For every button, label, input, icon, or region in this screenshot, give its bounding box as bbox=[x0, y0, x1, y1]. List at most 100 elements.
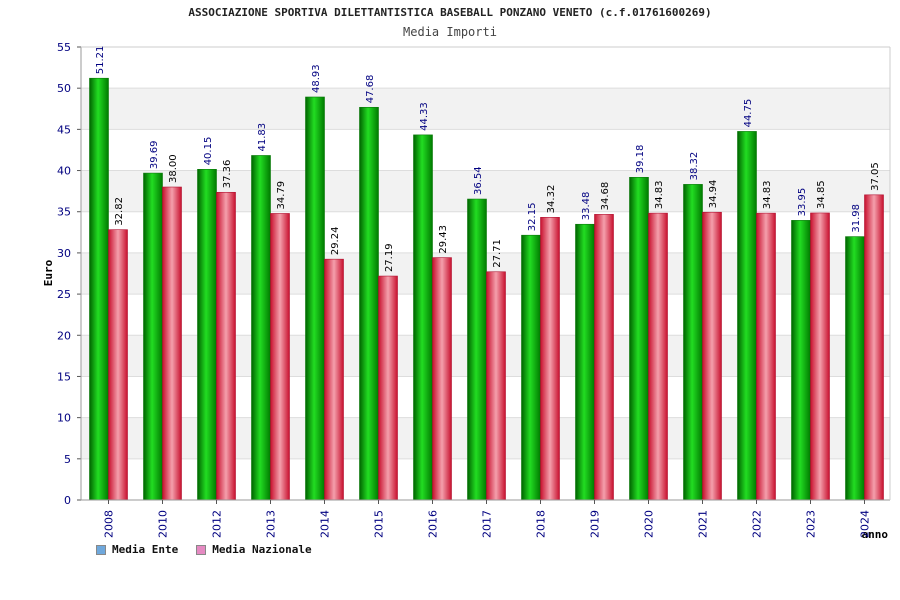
y-tick-label: 0 bbox=[64, 494, 71, 507]
x-tick-label: 2016 bbox=[427, 510, 440, 538]
y-tick-label: 25 bbox=[57, 288, 71, 301]
x-tick-label: 2012 bbox=[211, 510, 224, 538]
value-label-media-nazionale: 29.43 bbox=[438, 225, 449, 254]
x-tick-label: 2024 bbox=[859, 510, 872, 538]
bar-media-ente bbox=[629, 176, 649, 501]
value-label-media-nazionale: 34.32 bbox=[546, 185, 557, 214]
bar-media-nazionale bbox=[540, 217, 560, 501]
value-label-media-ente: 44.33 bbox=[419, 102, 430, 131]
legend: Media Ente Media Nazionale bbox=[96, 543, 312, 556]
bar-media-nazionale bbox=[702, 211, 722, 501]
y-tick-label: 35 bbox=[57, 206, 71, 219]
bar-media-nazionale bbox=[756, 212, 776, 501]
value-label-media-ente: 48.93 bbox=[311, 64, 322, 93]
bar-media-nazionale bbox=[486, 271, 506, 501]
value-label-media-ente: 36.54 bbox=[473, 166, 484, 195]
x-tick-label: 2021 bbox=[697, 510, 710, 538]
bar-media-nazionale bbox=[216, 191, 236, 501]
value-label-media-ente: 31.98 bbox=[851, 204, 862, 233]
bar-media-ente bbox=[143, 172, 163, 501]
y-axis-label: Euro bbox=[42, 259, 55, 286]
legend-label-ente: Media Ente bbox=[112, 543, 179, 556]
legend-item-nazionale: Media Nazionale bbox=[196, 543, 312, 556]
x-tick-label: 2010 bbox=[157, 510, 170, 538]
x-tick-label: 2015 bbox=[373, 510, 386, 538]
y-tick-label: 50 bbox=[57, 82, 71, 95]
bar-media-nazionale bbox=[594, 214, 614, 501]
y-tick-label: 20 bbox=[57, 329, 71, 342]
x-tick-label: 2014 bbox=[319, 510, 332, 538]
value-label-media-ente: 39.69 bbox=[149, 140, 160, 169]
grid-band bbox=[81, 47, 890, 89]
y-tick-label: 45 bbox=[57, 123, 71, 136]
y-tick-label: 40 bbox=[57, 165, 71, 178]
value-label-media-nazionale: 34.68 bbox=[600, 182, 611, 211]
x-tick-label: 2017 bbox=[481, 510, 494, 538]
value-label-media-nazionale: 34.85 bbox=[816, 180, 827, 209]
bar-media-ente bbox=[359, 106, 379, 501]
legend-item-ente: Media Ente bbox=[96, 543, 178, 556]
x-tick-label: 2023 bbox=[805, 510, 818, 538]
chart-subtitle: Media Importi bbox=[403, 25, 497, 39]
bar-media-nazionale bbox=[108, 229, 128, 501]
bar-media-nazionale bbox=[864, 194, 884, 501]
bar-media-ente bbox=[683, 184, 703, 501]
value-label-media-nazionale: 27.19 bbox=[384, 243, 395, 272]
bar-media-nazionale bbox=[378, 275, 398, 501]
bar-media-nazionale bbox=[324, 258, 344, 501]
bar-media-ente bbox=[305, 96, 325, 501]
bar-media-ente bbox=[845, 236, 865, 501]
value-label-media-ente: 32.15 bbox=[527, 203, 538, 232]
value-label-media-nazionale: 34.83 bbox=[654, 180, 665, 209]
chart-title: ASSOCIAZIONE SPORTIVA DILETTANTISTICA BA… bbox=[188, 6, 712, 19]
value-label-media-nazionale: 34.94 bbox=[708, 180, 719, 209]
x-tick-label: 2008 bbox=[103, 510, 116, 538]
bar-media-ente bbox=[251, 155, 271, 501]
value-label-media-nazionale: 34.83 bbox=[762, 180, 773, 209]
value-label-media-nazionale: 34.79 bbox=[276, 181, 287, 210]
value-label-media-ente: 33.95 bbox=[797, 188, 808, 217]
value-label-media-nazionale: 38.00 bbox=[168, 154, 179, 183]
y-tick-label: 10 bbox=[57, 412, 71, 425]
bar-media-nazionale bbox=[162, 186, 182, 501]
value-label-media-nazionale: 37.36 bbox=[222, 160, 233, 189]
value-label-media-ente: 47.68 bbox=[365, 75, 376, 104]
value-label-media-ente: 39.18 bbox=[635, 145, 646, 174]
x-axis-label: anno bbox=[862, 528, 889, 541]
grid-band bbox=[81, 88, 890, 130]
value-label-media-nazionale: 37.05 bbox=[870, 162, 881, 191]
bar-media-ente bbox=[575, 223, 595, 501]
value-label-media-ente: 44.75 bbox=[743, 99, 754, 128]
value-label-media-nazionale: 32.82 bbox=[114, 197, 125, 226]
y-tick-label: 15 bbox=[57, 370, 71, 383]
bar-media-ente bbox=[467, 198, 487, 501]
y-tick-label: 5 bbox=[64, 453, 71, 466]
bar-media-ente bbox=[737, 131, 757, 501]
x-tick-label: 2019 bbox=[589, 510, 602, 538]
x-tick-label: 2018 bbox=[535, 510, 548, 538]
value-label-media-ente: 38.32 bbox=[689, 152, 700, 181]
x-tick-label: 2022 bbox=[751, 510, 764, 538]
bar-media-nazionale bbox=[432, 257, 452, 501]
bar-media-nazionale bbox=[270, 213, 290, 501]
legend-swatch-nazionale bbox=[196, 544, 207, 555]
bar-media-nazionale bbox=[810, 212, 830, 501]
y-tick-label: 55 bbox=[57, 41, 71, 54]
bar-media-ente bbox=[413, 134, 433, 501]
value-label-media-ente: 33.48 bbox=[581, 192, 592, 221]
y-tick-label: 30 bbox=[57, 247, 71, 260]
value-label-media-ente: 51.21 bbox=[95, 46, 106, 75]
legend-swatch-ente bbox=[96, 544, 106, 555]
bar-media-ente bbox=[791, 220, 811, 501]
value-label-media-ente: 40.15 bbox=[203, 137, 214, 166]
x-tick-label: 2020 bbox=[643, 510, 656, 538]
value-label-media-ente: 41.83 bbox=[257, 123, 268, 152]
value-label-media-nazionale: 27.71 bbox=[492, 239, 503, 268]
bar-media-ente bbox=[89, 77, 109, 501]
legend-label-nazionale: Media Nazionale bbox=[212, 543, 312, 556]
value-label-media-nazionale: 29.24 bbox=[330, 227, 341, 256]
bar-media-nazionale bbox=[648, 212, 668, 501]
bar-media-ente bbox=[197, 169, 217, 501]
x-tick-label: 2013 bbox=[265, 510, 278, 538]
